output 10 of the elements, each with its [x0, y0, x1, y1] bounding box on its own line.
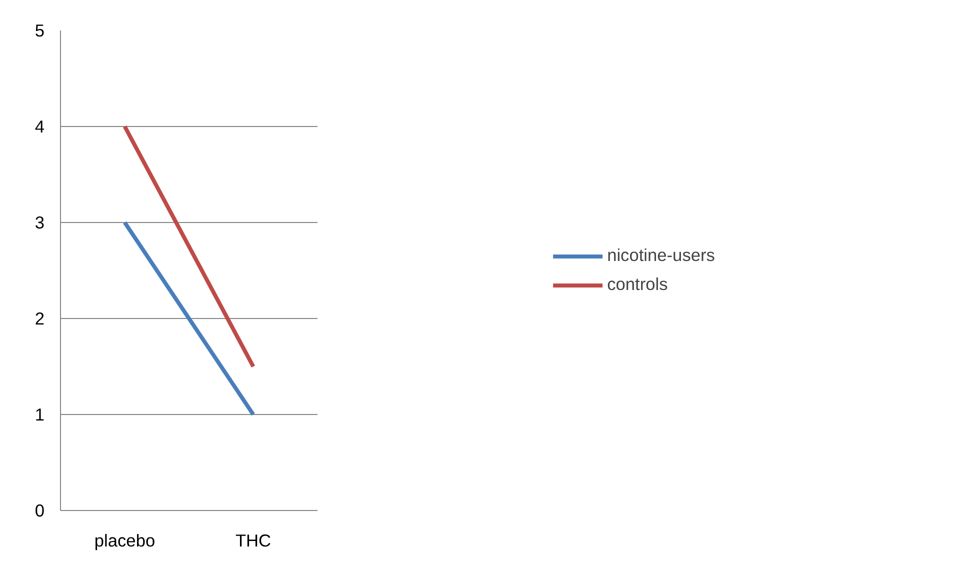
y-tick-label: 2 — [34, 308, 45, 328]
y-tick-label: 0 — [34, 500, 45, 520]
legend-label: nicotine-users — [607, 245, 715, 266]
y-tick-label: 5 — [34, 20, 45, 40]
y-tick-label: 3 — [34, 212, 45, 232]
x-tick-label: THC — [235, 530, 272, 550]
y-tick-label: 4 — [34, 116, 45, 136]
legend-label: controls — [607, 274, 668, 295]
x-tick-label: placebo — [94, 530, 156, 550]
y-tick-label: 1 — [34, 404, 45, 424]
